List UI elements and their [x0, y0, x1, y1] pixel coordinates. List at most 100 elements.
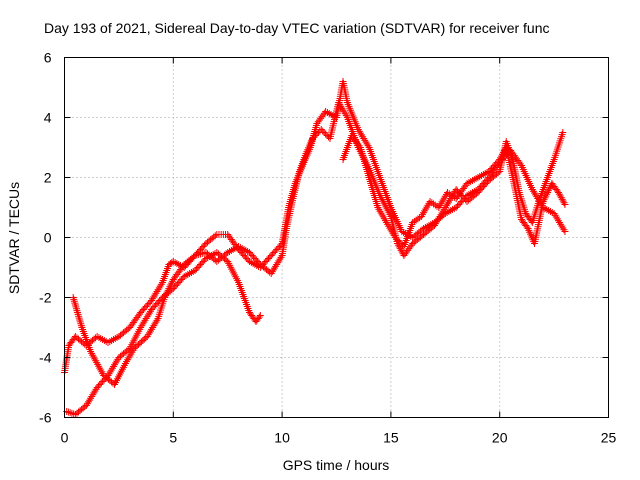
- data-point: [268, 268, 276, 276]
- data-point: [224, 249, 232, 256]
- data-point: [164, 286, 172, 294]
- data-point: [551, 211, 559, 219]
- data-point: [539, 198, 547, 205]
- data-point: [437, 211, 445, 219]
- data-point: [140, 318, 148, 326]
- data-point: [99, 336, 107, 343]
- data-point: [474, 174, 482, 181]
- data-point: [557, 220, 565, 228]
- data-point: [70, 410, 78, 418]
- data-point: [168, 279, 176, 287]
- data-point: [97, 335, 105, 342]
- data-point: [154, 286, 162, 294]
- data-point: [542, 192, 550, 200]
- data-point: [151, 291, 159, 299]
- data-point: [182, 272, 190, 279]
- data-point: [481, 170, 489, 177]
- data-point: [269, 266, 277, 274]
- data-points: [61, 78, 569, 418]
- data-point: [391, 234, 399, 241]
- data-point: [544, 189, 552, 196]
- data-point: [186, 270, 194, 277]
- data-point: [171, 259, 179, 266]
- data-point: [561, 228, 569, 235]
- data-point: [84, 398, 92, 406]
- data-point: [393, 235, 401, 243]
- data-point: [108, 364, 116, 372]
- data-point: [434, 216, 442, 224]
- data-point: [546, 208, 554, 215]
- data-point: [153, 288, 161, 295]
- data-point: [163, 288, 171, 296]
- data-point: [319, 127, 327, 135]
- data-point: [364, 142, 372, 150]
- data-point: [309, 135, 317, 142]
- data-point: [238, 245, 246, 252]
- data-point: [148, 297, 156, 304]
- data-point: [146, 327, 154, 335]
- data-point: [274, 259, 282, 267]
- data-point: [106, 338, 114, 345]
- data-point: [173, 260, 181, 267]
- data-point: [104, 339, 112, 346]
- data-point: [430, 222, 438, 229]
- axis-ticks: [64, 57, 609, 418]
- data-point: [245, 258, 253, 265]
- x-tick-labels: 0 5 10 15 20 25: [61, 430, 617, 446]
- data-point: [145, 309, 153, 317]
- data-point: [190, 253, 198, 261]
- data-point: [155, 284, 163, 292]
- data-point: [138, 322, 146, 330]
- data-point: [83, 400, 91, 408]
- x-tick-label: 5: [169, 430, 177, 446]
- data-point: [139, 320, 147, 328]
- data-point: [317, 126, 325, 133]
- data-point: [540, 196, 548, 204]
- data-point: [553, 215, 561, 223]
- chart-title: Day 193 of 2021, Sidereal Day-to-day VTE…: [44, 20, 550, 36]
- data-point: [545, 207, 553, 214]
- data-point: [152, 318, 160, 326]
- data-point: [435, 214, 443, 222]
- data-point: [106, 368, 114, 376]
- data-point: [275, 257, 283, 265]
- data-point: [443, 200, 451, 208]
- data-point: [144, 331, 152, 339]
- x-tick-label: 15: [383, 430, 399, 446]
- data-point: [145, 329, 153, 337]
- data-point: [310, 133, 318, 141]
- data-point: [256, 312, 264, 319]
- data-point: [137, 324, 145, 331]
- data-point: [441, 204, 449, 211]
- data-point: [313, 130, 321, 138]
- data-point: [445, 198, 453, 206]
- y-axis-label: SDTVAR / TECUs: [6, 182, 22, 294]
- data-point: [470, 176, 478, 183]
- data-point: [86, 396, 94, 404]
- data-point: [277, 253, 285, 261]
- data-point: [105, 370, 113, 378]
- data-point: [64, 408, 72, 416]
- data-point: [398, 228, 406, 235]
- data-point: [363, 140, 371, 148]
- data-point: [559, 224, 567, 232]
- data-point: [111, 335, 119, 342]
- data-point: [323, 132, 331, 139]
- data-point: [151, 320, 159, 328]
- data-point: [165, 285, 173, 292]
- data-point: [560, 226, 568, 234]
- data-point: [150, 293, 158, 301]
- data-point: [558, 222, 566, 230]
- data-point: [438, 209, 446, 217]
- x-tick-label: 25: [601, 430, 617, 446]
- x-tick-label: 0: [61, 430, 69, 446]
- data-point: [231, 245, 239, 252]
- data-point: [544, 187, 552, 195]
- data-point: [442, 202, 450, 210]
- data-point: [229, 246, 237, 253]
- data-point: [439, 207, 447, 215]
- data-point: [150, 322, 158, 330]
- data-point: [91, 387, 99, 395]
- data-point: [108, 337, 116, 344]
- data-point: [561, 201, 569, 208]
